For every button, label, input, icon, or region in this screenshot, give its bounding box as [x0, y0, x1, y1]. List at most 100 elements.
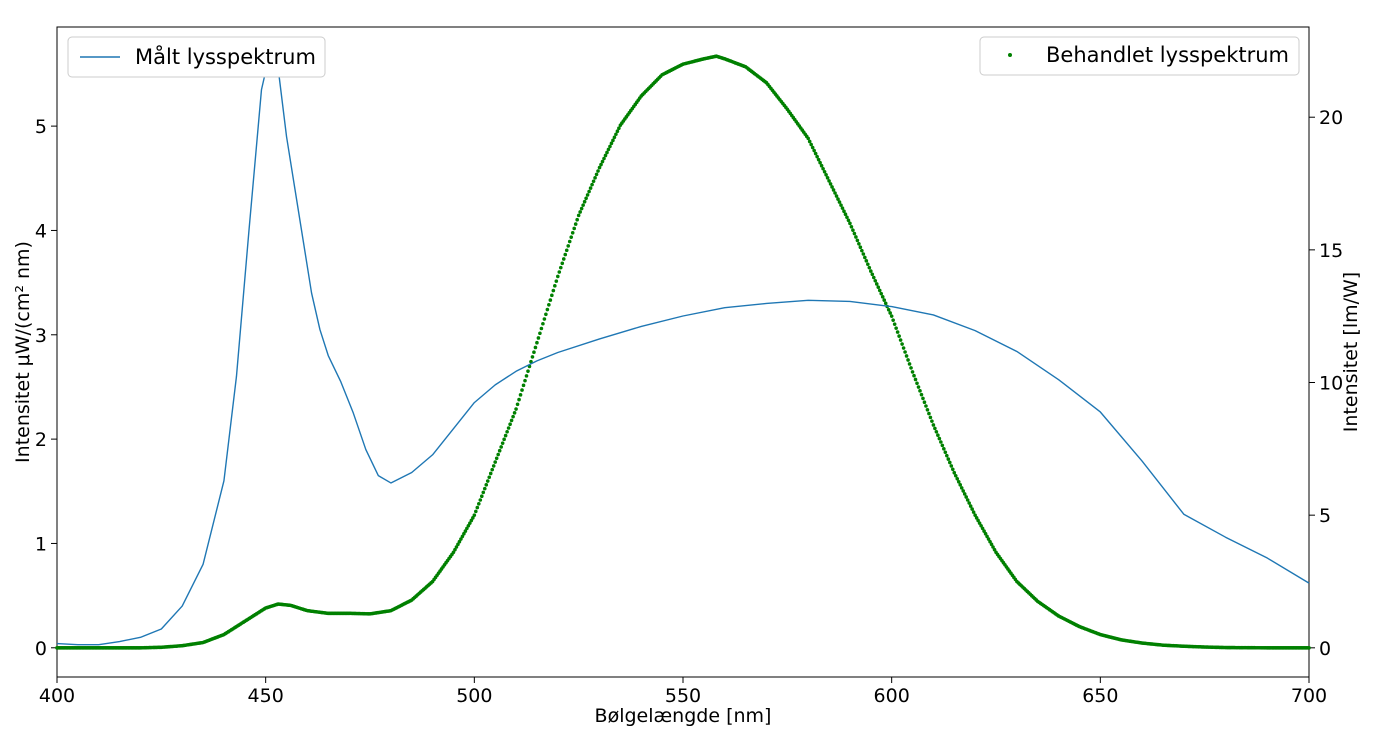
- processed-point: [506, 426, 511, 430]
- processed-point: [514, 407, 518, 411]
- processed-point: [526, 369, 530, 373]
- left-y-tick-label: 3: [35, 325, 47, 347]
- processed-point: [471, 516, 475, 520]
- processed-point: [557, 270, 562, 274]
- processed-point: [576, 213, 581, 218]
- processed-point: [810, 145, 815, 150]
- x-tick-label: 550: [665, 685, 701, 707]
- processed-point: [566, 244, 571, 248]
- series-measured-line: [56, 52, 1310, 646]
- processed-point: [877, 288, 882, 293]
- processed-point: [536, 336, 541, 340]
- processed-point: [517, 397, 521, 402]
- processed-point: [952, 470, 957, 475]
- processed-point: [474, 509, 478, 514]
- processed-point: [482, 486, 487, 491]
- processed-point: [605, 150, 609, 155]
- processed-point: [521, 383, 526, 388]
- processed-point: [928, 415, 933, 420]
- processed-point: [466, 523, 471, 528]
- processed-point: [912, 373, 916, 378]
- processed-point: [459, 537, 463, 541]
- processed-point: [591, 179, 596, 184]
- processed-point: [485, 479, 490, 483]
- processed-point: [955, 476, 960, 481]
- processed-point: [600, 159, 605, 164]
- processed-point: [606, 147, 611, 152]
- processed-point: [807, 139, 812, 144]
- processed-point: [924, 404, 928, 408]
- processed-point: [985, 534, 989, 539]
- processed-point: [541, 321, 545, 326]
- processed-point: [493, 460, 498, 464]
- processed-point: [822, 169, 827, 174]
- processed-point: [964, 495, 968, 499]
- processed-point: [930, 419, 934, 423]
- processed-point: [973, 513, 977, 517]
- processed-point: [563, 252, 568, 257]
- processed-point: [515, 402, 520, 407]
- processed-point: [848, 221, 852, 226]
- processed-point: [901, 346, 906, 350]
- processed-point: [518, 393, 523, 397]
- processed-point: [897, 334, 901, 338]
- processed-point: [891, 318, 895, 322]
- processed-point: [478, 498, 483, 502]
- processed-point: [588, 186, 593, 190]
- processed-point: [925, 408, 930, 412]
- processed-point: [933, 426, 937, 431]
- processed-point: [539, 326, 544, 331]
- processed-point: [524, 374, 529, 378]
- x-tick-label: 500: [456, 685, 492, 707]
- processed-point: [827, 179, 831, 183]
- processed-point: [567, 239, 572, 244]
- processed-point: [806, 136, 810, 141]
- processed-point: [465, 526, 469, 531]
- processed-point: [544, 312, 548, 317]
- processed-point: [936, 433, 940, 437]
- processed-point: [898, 338, 903, 342]
- processed-point: [488, 471, 493, 476]
- left-y-tick-label: 4: [35, 220, 47, 242]
- processed-point: [934, 429, 939, 434]
- processed-point: [945, 453, 949, 458]
- processed-point: [874, 282, 879, 286]
- processed-point: [971, 510, 976, 514]
- x-tick-label: 600: [874, 685, 910, 707]
- processed-point: [948, 460, 952, 465]
- processed-point: [846, 218, 851, 223]
- processed-point: [587, 189, 591, 194]
- processed-point: [545, 307, 550, 312]
- processed-point: [852, 231, 857, 236]
- processed-point: [617, 126, 621, 130]
- legend-processed: Behandlet lysspektrum: [979, 36, 1300, 76]
- processed-point: [958, 483, 963, 487]
- processed-point: [976, 518, 980, 523]
- processed-point: [861, 252, 866, 256]
- processed-point: [834, 194, 839, 198]
- processed-point: [499, 445, 503, 449]
- processed-point: [828, 182, 833, 186]
- processed-point: [965, 498, 970, 502]
- processed-point: [590, 182, 594, 187]
- x-tick-label: 400: [39, 685, 75, 707]
- processed-point: [815, 154, 819, 159]
- x-axis-ticks: 400 450 500 550 600 650 700: [39, 677, 1327, 707]
- x-tick-label: 450: [248, 685, 284, 707]
- processed-point: [529, 359, 533, 364]
- processed-point: [533, 345, 538, 350]
- processed-point: [825, 176, 830, 180]
- processed-point: [882, 298, 887, 302]
- processed-point: [821, 166, 825, 171]
- processed-point: [816, 157, 821, 162]
- processed-point: [550, 293, 554, 298]
- processed-point: [462, 531, 466, 536]
- processed-point: [854, 235, 858, 239]
- processed-point: [876, 285, 881, 289]
- processed-point: [900, 342, 904, 346]
- processed-point: [532, 350, 536, 354]
- processed-point: [918, 389, 922, 393]
- processed-point: [560, 261, 565, 266]
- processed-point: [457, 539, 462, 544]
- processed-point: [530, 355, 535, 359]
